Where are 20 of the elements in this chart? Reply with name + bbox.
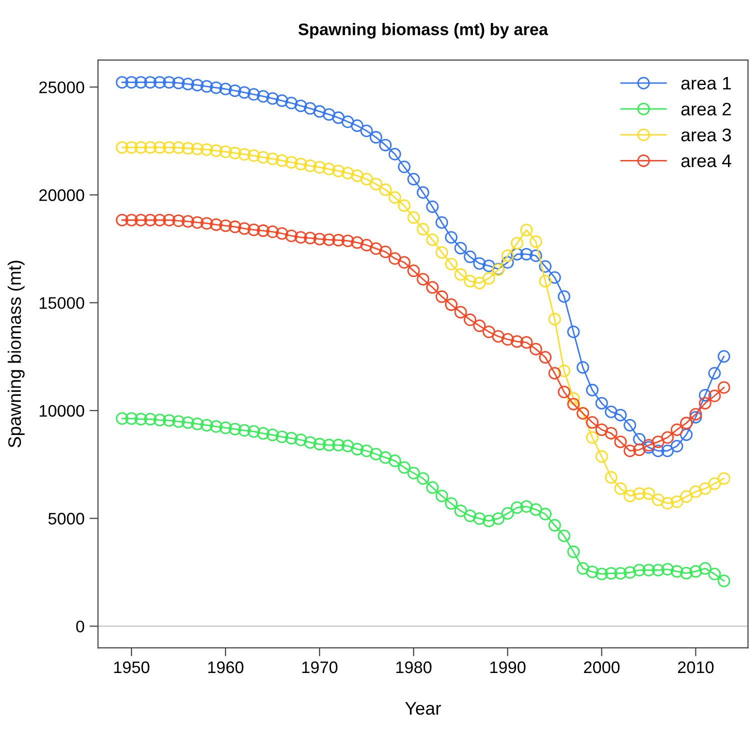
- x-tick-label: 1960: [208, 661, 244, 674]
- chart-title: Spawning biomass (mt) by area: [298, 23, 548, 39]
- y-tick-label: 0: [76, 620, 84, 632]
- legend-label: area 4: [681, 154, 732, 168]
- legend-label: area 1: [681, 77, 731, 90]
- y-tick-label: 20000: [39, 189, 84, 202]
- x-tick-label: 1970: [302, 661, 338, 674]
- x-tick-label: 1980: [396, 661, 432, 674]
- y-tick-label: 15000: [40, 297, 84, 309]
- y-axis-title: Spawning biomass (mt): [8, 260, 25, 448]
- x-tick-label: 1990: [490, 661, 526, 674]
- y-tick-label: 25000: [39, 81, 84, 94]
- y-tick-label: 5000: [48, 512, 84, 525]
- y-tick-label: 10000: [40, 404, 84, 417]
- x-tick-label: 1950: [114, 661, 150, 674]
- x-axis-title: Year: [405, 702, 441, 715]
- x-tick-label: 2010: [678, 661, 714, 674]
- x-tick-label: 2000: [584, 661, 620, 674]
- legend-label: area 3: [681, 128, 731, 142]
- legend-label: area 2: [681, 102, 731, 116]
